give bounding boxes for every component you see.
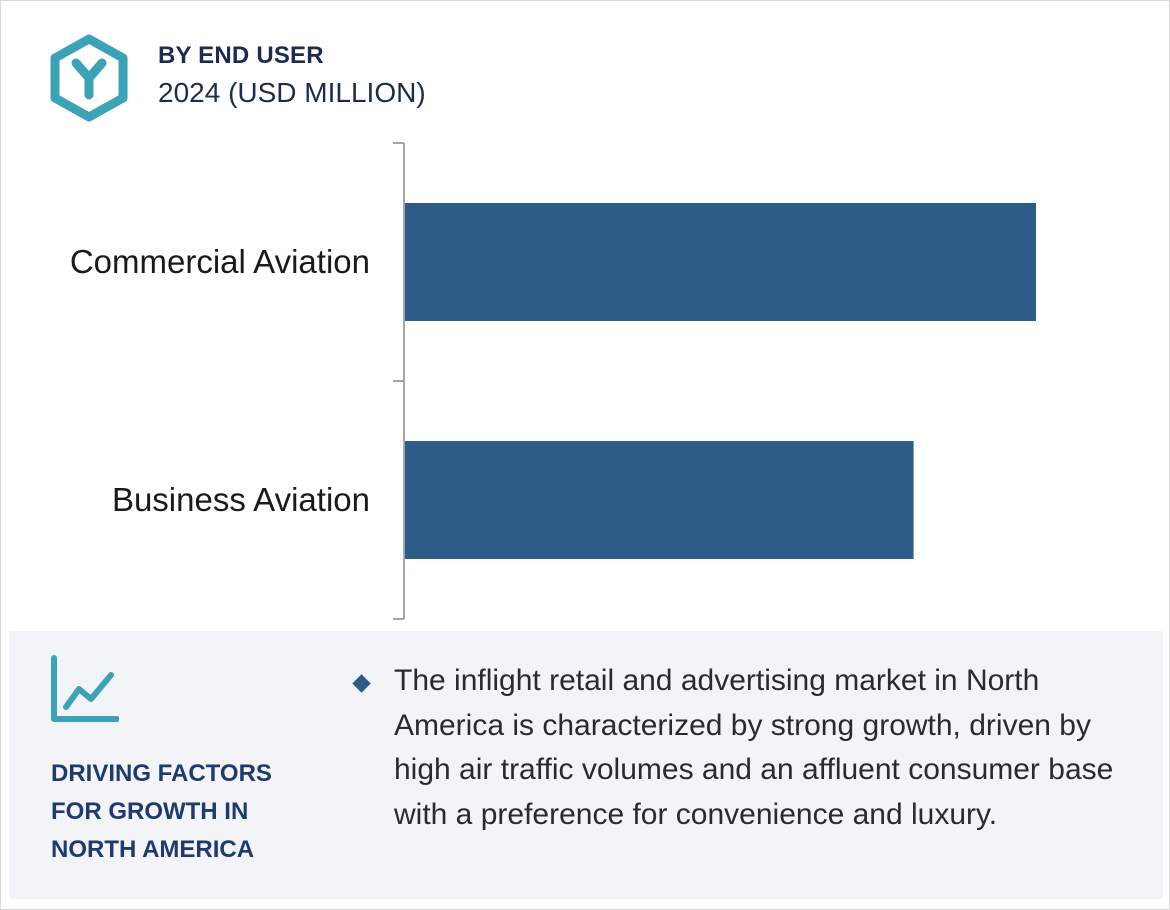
driving-factors-title: DRIVING FACTORS FOR GROWTH IN NORTH AMER… [51,760,272,863]
category-labels: Commercial Aviation Business Aviation [70,243,370,518]
diamond-bullet-icon [352,674,371,693]
driving-factors-panel: DRIVING FACTORS FOR GROWTH IN NORTH AMER… [9,631,1163,899]
bullet-text: The inflight retail and advertising mark… [394,664,1114,831]
chart-subtitle: 2024 (USD MILLION) [158,77,426,108]
bar-chart: Commercial Aviation Business Aviation [70,142,1036,620]
chart-axis [393,142,405,620]
bar-business-aviation [405,441,914,559]
trend-line-chart-icon [51,655,119,722]
category-label: Business Aviation [112,481,370,518]
chart-title: BY END USER [158,42,324,69]
category-label: Commercial Aviation [70,243,370,280]
bar-commercial-aviation [405,203,1036,321]
hexagon-y-logo-icon [50,34,128,122]
chart-bars [405,203,1036,559]
